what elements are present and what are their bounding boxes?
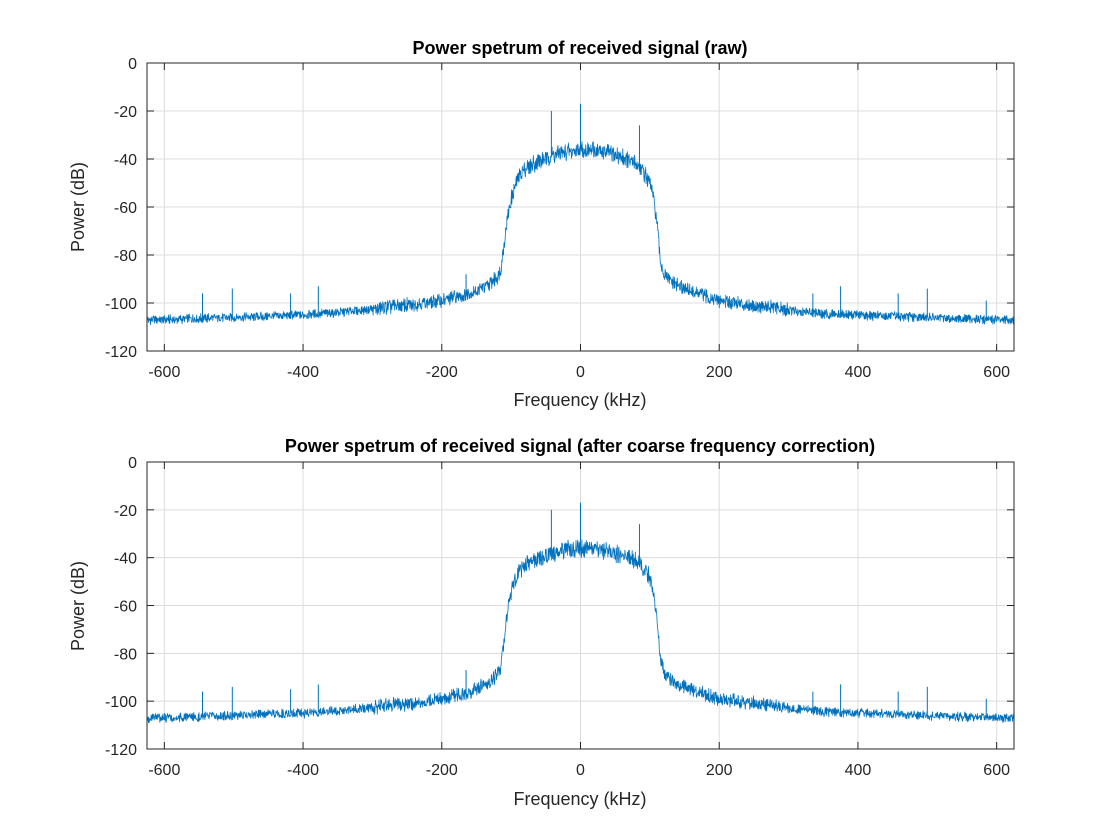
x-tick-label: 200 [706,364,733,381]
x-tick-label: 600 [983,364,1010,381]
y-tick-label: -80 [114,248,137,265]
plot-area [146,103,1015,326]
tick-layer: -600 -400 -200 0 200 400 600 0 -20 -40 -60 -80 -100 -… [105,56,1014,381]
series-line [146,539,1015,724]
x-tick-label: 600 [983,762,1010,779]
y-tick-label: -60 [114,200,137,217]
x-tick-label: -600 [148,762,180,779]
x-tick-label: 0 [576,364,585,381]
subplot-corrected: Power spetrum of received signal (after … [68,436,1015,809]
y-tick-label: -20 [114,503,137,520]
y-tick-label: -100 [105,296,137,313]
plot-area [146,502,1015,724]
y-tick-label: -120 [105,344,137,361]
x-tick-label: -200 [426,762,458,779]
x-tick-label: 0 [576,762,585,779]
y-tick-label: -60 [114,599,137,616]
x-axis-label: Frequency (kHz) [513,789,646,809]
y-tick-label: -20 [114,104,137,121]
subplot-raw: Power spetrum of received signal (raw) F… [68,38,1015,410]
chart-title: Power spetrum of received signal (raw) [412,38,747,58]
x-tick-label: 400 [845,762,872,779]
y-tick-label: -40 [114,152,137,169]
y-tick-label: 0 [128,56,137,73]
x-tick-label: -200 [426,364,458,381]
x-tick-label: -400 [287,364,319,381]
y-axis-label: Power (dB) [68,162,88,252]
x-tick-label: -600 [148,364,180,381]
y-tick-label: -80 [114,646,137,663]
x-axis-label: Frequency (kHz) [513,390,646,410]
y-tick-label: -100 [105,694,137,711]
x-tick-label: 400 [845,364,872,381]
y-axis-label: Power (dB) [68,561,88,651]
y-tick-label: 0 [128,455,137,472]
x-tick-label: 200 [706,762,733,779]
tick-layer: -600 -400 -200 0 200 400 600 0 -20 -40 -60 -80 -100 -… [105,455,1014,779]
y-tick-label: -120 [105,742,137,759]
x-tick-label: -400 [287,762,319,779]
chart-title: Power spetrum of received signal (after … [285,436,875,456]
y-tick-label: -40 [114,551,137,568]
